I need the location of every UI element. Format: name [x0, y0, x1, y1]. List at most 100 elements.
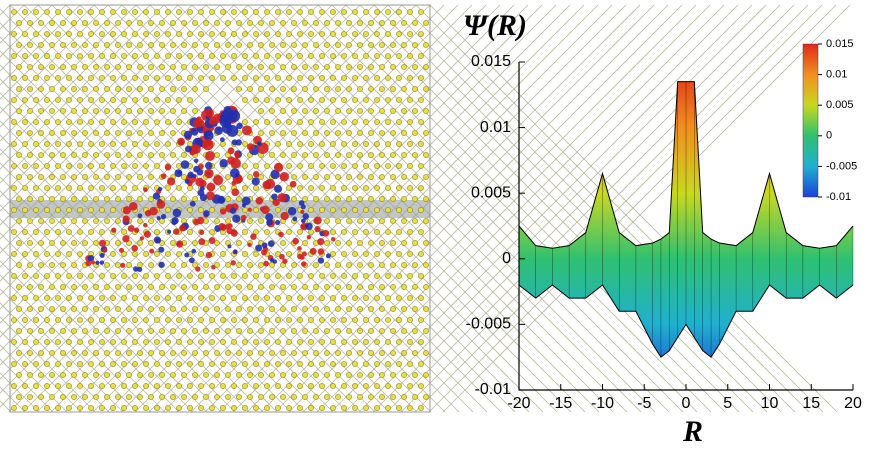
- atom: [115, 350, 121, 356]
- atom: [264, 295, 270, 301]
- atom: [110, 53, 116, 59]
- atom: [379, 42, 385, 48]
- atom: [27, 328, 33, 334]
- atom: [253, 361, 259, 367]
- atom: [401, 350, 407, 356]
- atom: [104, 86, 110, 92]
- atom: [198, 317, 204, 323]
- atom: [302, 108, 308, 114]
- atom: [280, 64, 286, 70]
- atom: [99, 295, 105, 301]
- atom: [187, 361, 193, 367]
- atom: [291, 20, 297, 26]
- orbital: [236, 122, 243, 130]
- orbital: [127, 225, 135, 232]
- orbital: [190, 127, 199, 136]
- atom: [412, 394, 418, 400]
- atom: [368, 64, 374, 70]
- orbital: [227, 147, 235, 155]
- atom: [170, 152, 176, 158]
- atom: [319, 405, 325, 411]
- bond: [316, 4, 725, 413]
- atom: [165, 31, 171, 37]
- orbital: [102, 247, 108, 253]
- atom: [170, 328, 176, 334]
- atom: [198, 295, 204, 301]
- orbital: [149, 248, 155, 254]
- atom: [121, 405, 127, 411]
- atom: [401, 64, 407, 70]
- atom: [209, 31, 215, 37]
- atom: [93, 372, 99, 378]
- atom: [115, 394, 121, 400]
- atom: [60, 262, 66, 268]
- atom: [16, 86, 22, 92]
- atom: [346, 20, 352, 26]
- atom: [247, 306, 253, 312]
- atom: [38, 328, 44, 334]
- atom: [71, 20, 77, 26]
- atom: [16, 64, 22, 70]
- atom: [396, 97, 402, 103]
- atom: [165, 207, 171, 213]
- atom: [99, 141, 105, 147]
- atom: [324, 42, 330, 48]
- orbital: [240, 214, 247, 221]
- orbital: [95, 260, 100, 265]
- atom: [154, 31, 160, 37]
- atom: [181, 284, 187, 290]
- colorbar-tick-label: 0.01: [826, 69, 847, 81]
- atom: [286, 9, 292, 15]
- atom: [423, 174, 429, 180]
- atom: [49, 218, 55, 224]
- atom: [324, 284, 330, 290]
- atom: [209, 9, 215, 15]
- orbital: [219, 114, 232, 128]
- atom: [302, 284, 308, 290]
- atom: [396, 31, 402, 37]
- atom: [390, 152, 396, 158]
- orbital: [122, 235, 130, 243]
- atom: [44, 141, 50, 147]
- atom: [396, 361, 402, 367]
- atom: [44, 405, 50, 411]
- atom: [308, 185, 314, 191]
- atom: [77, 97, 83, 103]
- atom: [198, 361, 204, 367]
- atom: [357, 64, 363, 70]
- atom: [165, 383, 171, 389]
- atom: [170, 108, 176, 114]
- atom: [187, 317, 193, 323]
- atom: [82, 130, 88, 136]
- atom: [11, 119, 17, 125]
- atom: [104, 108, 110, 114]
- atom: [363, 273, 369, 279]
- atom: [341, 97, 347, 103]
- atom: [319, 141, 325, 147]
- atom: [27, 284, 33, 290]
- atom: [396, 141, 402, 147]
- atom: [16, 328, 22, 334]
- orbital: [272, 198, 280, 207]
- atom: [99, 273, 105, 279]
- atom: [346, 240, 352, 246]
- atom: [93, 152, 99, 158]
- orbital: [133, 266, 139, 272]
- orbital: [167, 177, 176, 186]
- atom: [275, 207, 281, 213]
- orbital: [251, 177, 260, 186]
- atom: [319, 75, 325, 81]
- atom: [121, 97, 127, 103]
- atom: [198, 31, 204, 37]
- atom: [60, 394, 66, 400]
- atom: [181, 306, 187, 312]
- atom: [170, 262, 176, 268]
- atom: [181, 152, 187, 158]
- atom: [341, 339, 347, 345]
- atom: [148, 394, 154, 400]
- atom: [242, 163, 248, 169]
- atom: [385, 229, 391, 235]
- atom: [148, 86, 154, 92]
- atom: [297, 97, 303, 103]
- atom: [214, 218, 220, 224]
